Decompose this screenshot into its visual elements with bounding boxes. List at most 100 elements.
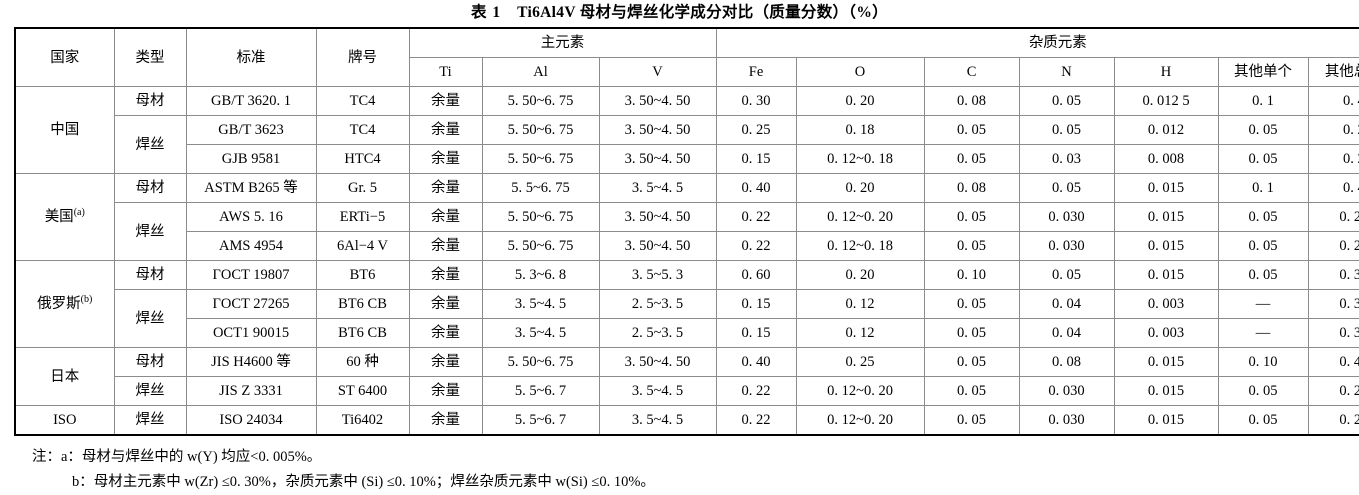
cell-c: 0. 05 bbox=[923, 405, 1020, 436]
cell-standard: ISO 24034 bbox=[185, 405, 317, 436]
cell-h: 0. 015 bbox=[1113, 376, 1219, 406]
cell-h: 0. 003 bbox=[1113, 289, 1219, 319]
cell-standard: ASTM B265 等 bbox=[185, 173, 317, 203]
cell-fe: 0. 15 bbox=[715, 144, 797, 174]
cell-n: 0. 05 bbox=[1018, 86, 1115, 116]
cell-h: 0. 012 5 bbox=[1113, 86, 1219, 116]
cell-ti: 余量 bbox=[408, 376, 483, 406]
cell-c: 0. 05 bbox=[923, 318, 1020, 348]
header-o: O bbox=[795, 57, 925, 87]
cell-o: 0. 12~0. 20 bbox=[795, 376, 925, 406]
cell-fe: 0. 40 bbox=[715, 173, 797, 203]
table-body: 中国 母材 GB/T 3620. 1 TC4 余量 5. 50~6. 75 3. 50~4.… bbox=[14, 86, 1359, 436]
header-country: 国家 bbox=[14, 28, 115, 87]
cell-c: 0. 05 bbox=[923, 144, 1020, 174]
type-cell: 母材 bbox=[113, 260, 187, 290]
cell-v: 3. 5~4. 5 bbox=[598, 405, 717, 436]
table-header-row-1: 国家 类型 标准 牌号 主元素 杂质元素 bbox=[14, 28, 1359, 87]
cell-o: 0. 25 bbox=[795, 347, 925, 377]
cell-n: 0. 05 bbox=[1018, 115, 1115, 145]
cell-c: 0. 05 bbox=[923, 231, 1020, 261]
cell-h: 0. 015 bbox=[1113, 260, 1219, 290]
cell-n: 0. 03 bbox=[1018, 144, 1115, 174]
cell-other-single: 0. 05 bbox=[1217, 260, 1309, 290]
note-b-text: b：母材主元素中 w(Zr) ≤0. 30%，杂质元素中 (Si) ≤0. 10… bbox=[72, 474, 655, 490]
cell-h: 0. 012 bbox=[1113, 115, 1219, 145]
cell-al: 5. 50~6. 75 bbox=[481, 144, 600, 174]
cell-grade: BT6 CB bbox=[315, 289, 410, 319]
cell-grade: TC4 bbox=[315, 86, 410, 116]
cell-other-total: 0. 4 bbox=[1307, 173, 1359, 203]
cell-ti: 余量 bbox=[408, 144, 483, 174]
cell-n: 0. 030 bbox=[1018, 376, 1115, 406]
cell-o: 0. 18 bbox=[795, 115, 925, 145]
header-c: C bbox=[923, 57, 1020, 87]
cell-fe: 0. 40 bbox=[715, 347, 797, 377]
cell-standard: JIS Z 3331 bbox=[185, 376, 317, 406]
cell-h: 0. 015 bbox=[1113, 405, 1219, 436]
cell-v: 3. 5~4. 5 bbox=[598, 173, 717, 203]
cell-o: 0. 20 bbox=[795, 260, 925, 290]
cell-o: 0. 12~0. 18 bbox=[795, 231, 925, 261]
cell-v: 3. 5~5. 3 bbox=[598, 260, 717, 290]
cell-other-single: 0. 05 bbox=[1217, 202, 1309, 232]
cell-n: 0. 030 bbox=[1018, 202, 1115, 232]
cell-standard: ГOCT 27265 bbox=[185, 289, 317, 319]
cell-standard: OCT1 90015 bbox=[185, 318, 317, 348]
header-h: H bbox=[1113, 57, 1219, 87]
cell-ti: 余量 bbox=[408, 115, 483, 145]
cell-ti: 余量 bbox=[408, 260, 483, 290]
type-cell: 焊丝 bbox=[113, 289, 187, 348]
cell-o: 0. 12 bbox=[795, 318, 925, 348]
cell-other-single: 0. 1 bbox=[1217, 173, 1309, 203]
cell-n: 0. 05 bbox=[1018, 260, 1115, 290]
country-cell: 美国(a) bbox=[14, 173, 115, 261]
cell-other-total: 0. 20 bbox=[1307, 376, 1359, 406]
cell-n: 0. 05 bbox=[1018, 173, 1115, 203]
cell-h: 0. 008 bbox=[1113, 144, 1219, 174]
cell-fe: 0. 15 bbox=[715, 318, 797, 348]
type-cell: 母材 bbox=[113, 173, 187, 203]
cell-ti: 余量 bbox=[408, 173, 483, 203]
cell-n: 0. 04 bbox=[1018, 318, 1115, 348]
cell-other-single: 0. 05 bbox=[1217, 115, 1309, 145]
cell-h: 0. 015 bbox=[1113, 347, 1219, 377]
cell-v: 3. 50~4. 50 bbox=[598, 347, 717, 377]
cell-standard: JIS H4600 等 bbox=[185, 347, 317, 377]
cell-grade: BT6 CB bbox=[315, 318, 410, 348]
note-a-text: a：母材与焊丝中的 w(Y) 均应<0. 005%。 bbox=[61, 449, 322, 465]
cell-other-total: 0. 30 bbox=[1307, 318, 1359, 348]
cell-ti: 余量 bbox=[408, 289, 483, 319]
type-cell: 母材 bbox=[113, 86, 187, 116]
cell-grade: Gr. 5 bbox=[315, 173, 410, 203]
cell-fe: 0. 25 bbox=[715, 115, 797, 145]
cell-grade: ERTi−5 bbox=[315, 202, 410, 232]
cell-grade: BT6 bbox=[315, 260, 410, 290]
cell-al: 5. 50~6. 75 bbox=[481, 231, 600, 261]
cell-other-single: 0. 05 bbox=[1217, 405, 1309, 436]
cell-other-single: 0. 10 bbox=[1217, 347, 1309, 377]
cell-c: 0. 08 bbox=[923, 173, 1020, 203]
cell-other-total: 0. 20 bbox=[1307, 202, 1359, 232]
cell-standard: GB/T 3620. 1 bbox=[185, 86, 317, 116]
table-row: 俄罗斯(b) 母材 ГOCT 19807 BT6 余量 5. 3~6. 8 3. 5~5. … bbox=[14, 260, 1359, 348]
cell-ti: 余量 bbox=[408, 86, 483, 116]
cell-v: 3. 50~4. 50 bbox=[598, 86, 717, 116]
cell-grade: ST 6400 bbox=[315, 376, 410, 406]
cell-n: 0. 030 bbox=[1018, 231, 1115, 261]
cell-al: 5. 5~6. 75 bbox=[481, 173, 600, 203]
cell-grade: TC4 bbox=[315, 115, 410, 145]
caption-text: Ti6Al4V 母材与焊丝化学成分对比（质量分数）（%） bbox=[517, 4, 888, 21]
cell-grade: Ti6402 bbox=[315, 405, 410, 436]
cell-ti: 余量 bbox=[408, 318, 483, 348]
country-cell: ISO bbox=[14, 405, 115, 436]
cell-grade: HTC4 bbox=[315, 144, 410, 174]
cell-grade: 60 种 bbox=[315, 347, 410, 377]
cell-other-total: 0. 40 bbox=[1307, 347, 1359, 377]
cell-grade: 6Al−4 V bbox=[315, 231, 410, 261]
cell-other-single: — bbox=[1217, 318, 1309, 348]
cell-standard: GB/T 3623 bbox=[185, 115, 317, 145]
cell-fe: 0. 22 bbox=[715, 376, 797, 406]
cell-al: 5. 50~6. 75 bbox=[481, 86, 600, 116]
